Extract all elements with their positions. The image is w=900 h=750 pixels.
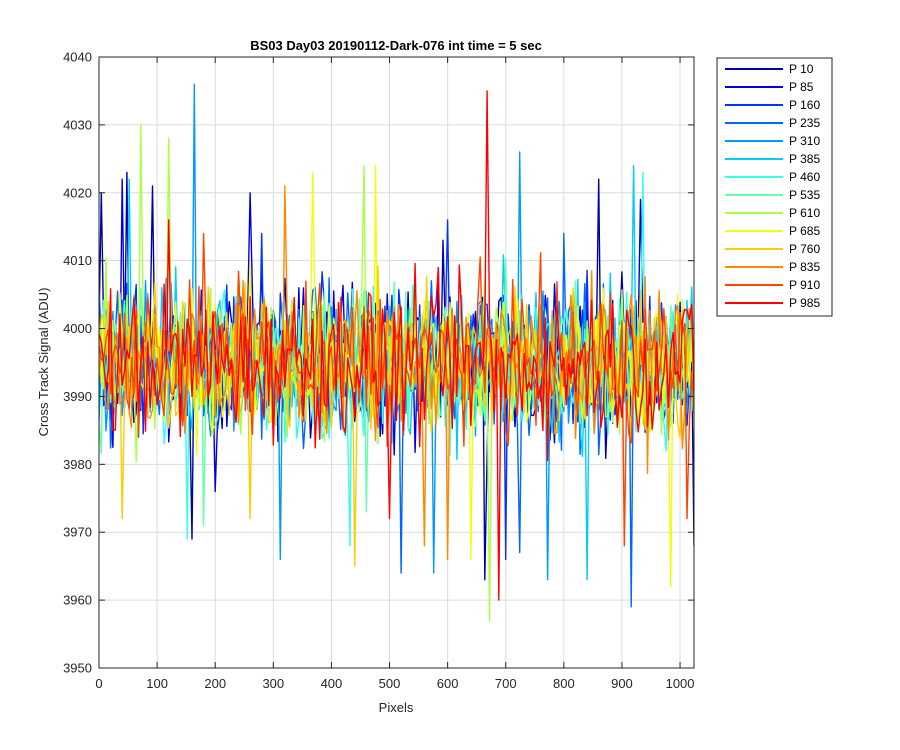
legend-entry-label: P 460 xyxy=(789,170,820,184)
legend: P 10 P 85 P 160 P 235 P 310 P 385 P 460 P 535 P … xyxy=(716,57,833,317)
x-tick-label: 900 xyxy=(611,676,633,691)
legend-entry-label: P 535 xyxy=(789,188,820,202)
x-axis-label: Pixels xyxy=(379,700,414,715)
legend-entry-label: P 10 xyxy=(789,62,814,76)
axes xyxy=(98,56,695,669)
legend-entry-label: P 760 xyxy=(789,242,820,256)
legend-box xyxy=(716,57,833,317)
y-axis-label: Cross Track Signal (ADU) xyxy=(36,288,51,437)
y-tick-label: 3950 xyxy=(63,661,92,676)
series-line-p985 xyxy=(99,90,694,601)
x-tick-label: 600 xyxy=(437,676,459,691)
legend-entry-label: P 610 xyxy=(789,206,820,220)
x-tick-label: 500 xyxy=(379,676,401,691)
legend-entry-label: P 985 xyxy=(789,296,820,310)
x-tick-label: 400 xyxy=(321,676,343,691)
y-tick-label: 4030 xyxy=(63,117,92,132)
x-tick-label: 100 xyxy=(146,676,168,691)
axes-box xyxy=(98,56,695,669)
x-tick-label: 700 xyxy=(495,676,517,691)
x-tick-label: 200 xyxy=(204,676,226,691)
y-tick-label: 4010 xyxy=(63,253,92,268)
y-tick-label: 4000 xyxy=(63,321,92,336)
y-tick-label: 4020 xyxy=(63,185,92,200)
chart-title: BS03 Day03 20190112-Dark-076 int time = … xyxy=(250,38,542,53)
legend-entry-label: P 835 xyxy=(789,260,820,274)
legend-entry-label: P 160 xyxy=(789,98,820,112)
y-tick-label: 3960 xyxy=(63,593,92,608)
x-tick-label: 300 xyxy=(262,676,284,691)
series-line-p910 xyxy=(99,232,694,547)
legend-entry-label: P 685 xyxy=(789,224,820,238)
y-tick-label: 3970 xyxy=(63,525,92,540)
legend-entry-label: P 910 xyxy=(789,278,820,292)
legend-entry-label: P 385 xyxy=(789,152,820,166)
series-layer xyxy=(99,83,694,622)
x-tick-label: 1000 xyxy=(666,676,695,691)
y-tick-label: 4040 xyxy=(63,50,92,65)
x-tick-label: 0 xyxy=(95,676,102,691)
x-tick-label: 800 xyxy=(553,676,575,691)
legend-entry-label: P 310 xyxy=(789,134,820,148)
tick-labels: 0 100 200 300 400 500 600 700 800 900 1000 3950 3960… xyxy=(63,50,694,692)
y-tick-label: 3980 xyxy=(63,457,92,472)
y-tick-label: 3990 xyxy=(63,389,92,404)
legend-entry-label: P 235 xyxy=(789,116,820,130)
legend-entry-label: P 85 xyxy=(789,80,814,94)
